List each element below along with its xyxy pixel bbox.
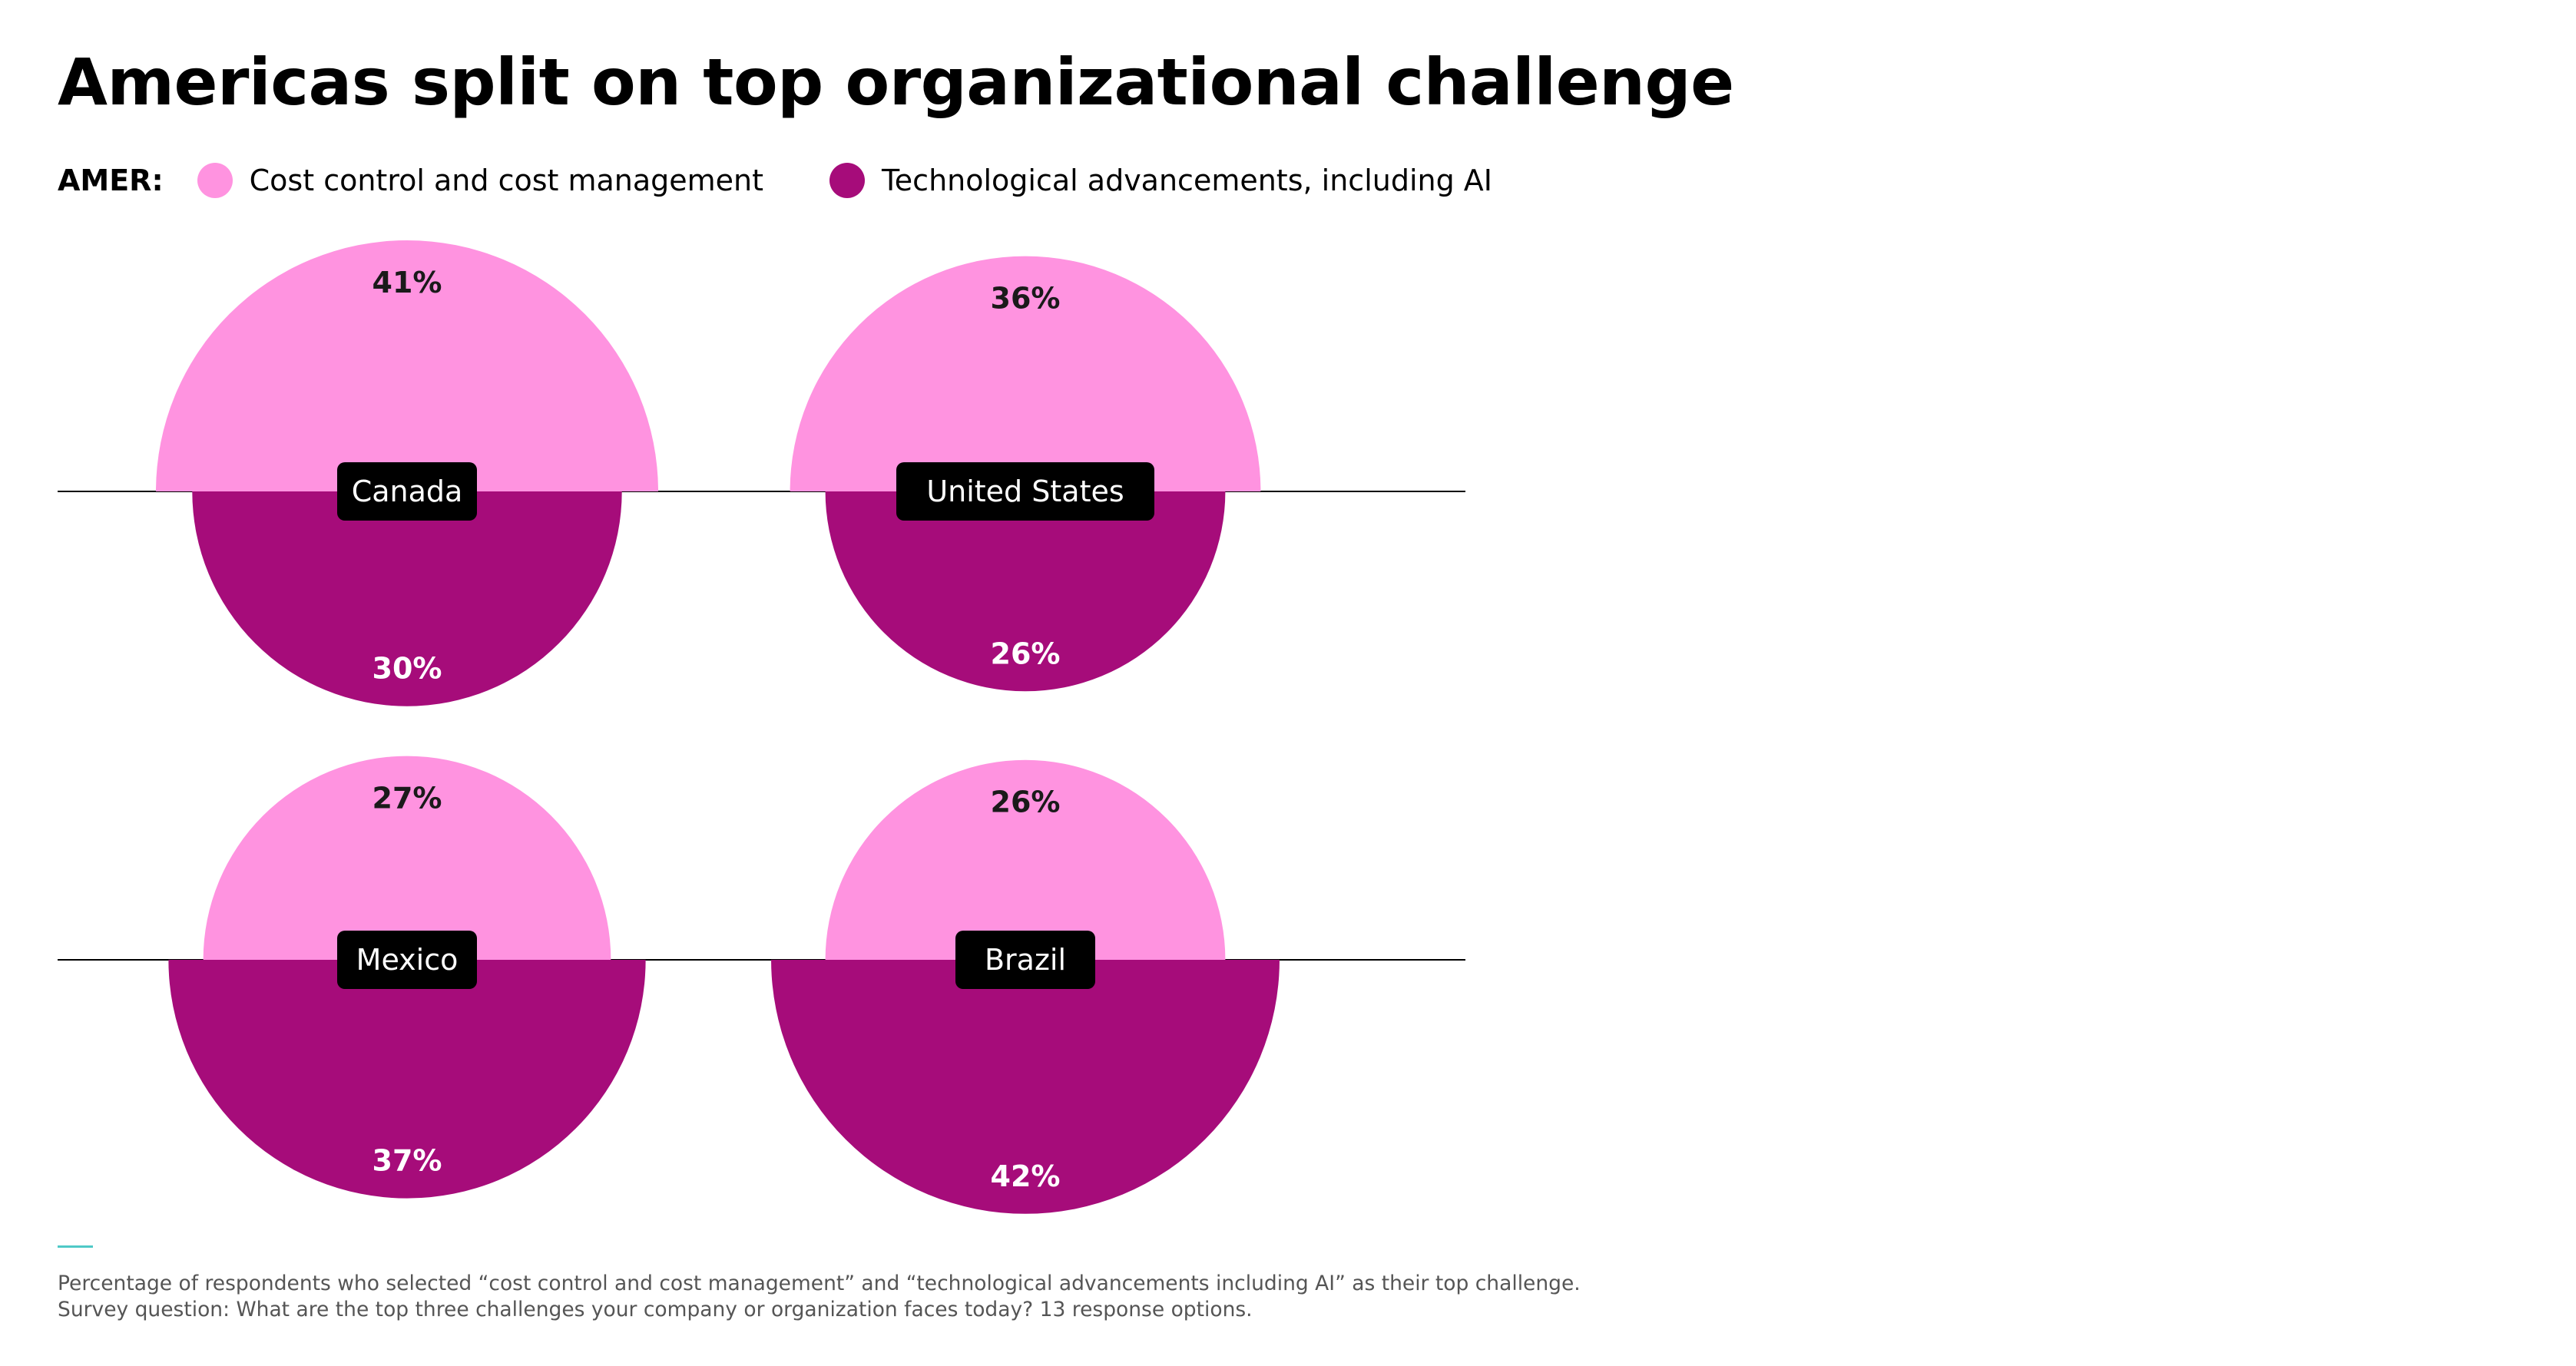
footnote-line-1: Percentage of respondents who selected “…: [58, 1272, 1581, 1295]
category-pill-united-states: [896, 462, 1154, 521]
legend-item-technology: Technological advancements, including AI: [829, 163, 1492, 198]
legend-label-technology: Technological advancements, including AI: [882, 164, 1493, 197]
footnote-line-2: Survey question: What are the top three …: [58, 1298, 1253, 1321]
accent-rule: [58, 1245, 93, 1248]
semicircle-brazil-technology: [771, 960, 1280, 1214]
semicircle-united-states-technology: [825, 491, 1226, 692]
value-label-brazil-cost-control: 26%: [991, 786, 1061, 819]
value-label-canada-technology: 30%: [372, 652, 442, 686]
legend-swatch-technology: [829, 163, 866, 198]
legend-item-cost-control: Cost control and cost management: [197, 163, 763, 198]
semicircle-brazil-cost-control: [825, 759, 1226, 960]
category-label-canada: Canada: [352, 475, 463, 508]
semicircle-canada-technology: [192, 491, 622, 706]
footnote: Percentage of respondents who selected “…: [58, 1271, 1581, 1323]
category-pill-canada: [337, 462, 477, 521]
legend-swatch-cost-control: [197, 163, 233, 198]
category-label-mexico: Mexico: [356, 943, 459, 977]
category-pill-mexico: [337, 931, 477, 989]
semicircle-united-states-cost-control: [790, 256, 1261, 491]
category-pill-brazil: [955, 931, 1095, 989]
semicircle-canada-cost-control: [156, 240, 658, 491]
value-label-canada-cost-control: 41%: [372, 266, 442, 299]
legend: AMER: Cost control and cost management T…: [58, 157, 1558, 203]
value-label-brazil-technology: 42%: [991, 1159, 1061, 1193]
value-label-united-states-technology: 26%: [991, 637, 1061, 670]
semicircle-mexico-technology: [168, 960, 646, 1199]
value-label-mexico-technology: 37%: [372, 1144, 442, 1178]
category-label-brazil: Brazil: [985, 943, 1066, 977]
value-label-united-states-cost-control: 36%: [991, 282, 1061, 316]
chart-title: Americas split on top organizational cha…: [58, 45, 1734, 120]
value-label-mexico-cost-control: 27%: [372, 782, 442, 815]
legend-prefix: AMER:: [58, 164, 164, 197]
semicircle-mexico-cost-control: [203, 756, 611, 960]
category-label-united-states: United States: [926, 475, 1124, 508]
legend-label-cost-control: Cost control and cost management: [249, 164, 764, 197]
